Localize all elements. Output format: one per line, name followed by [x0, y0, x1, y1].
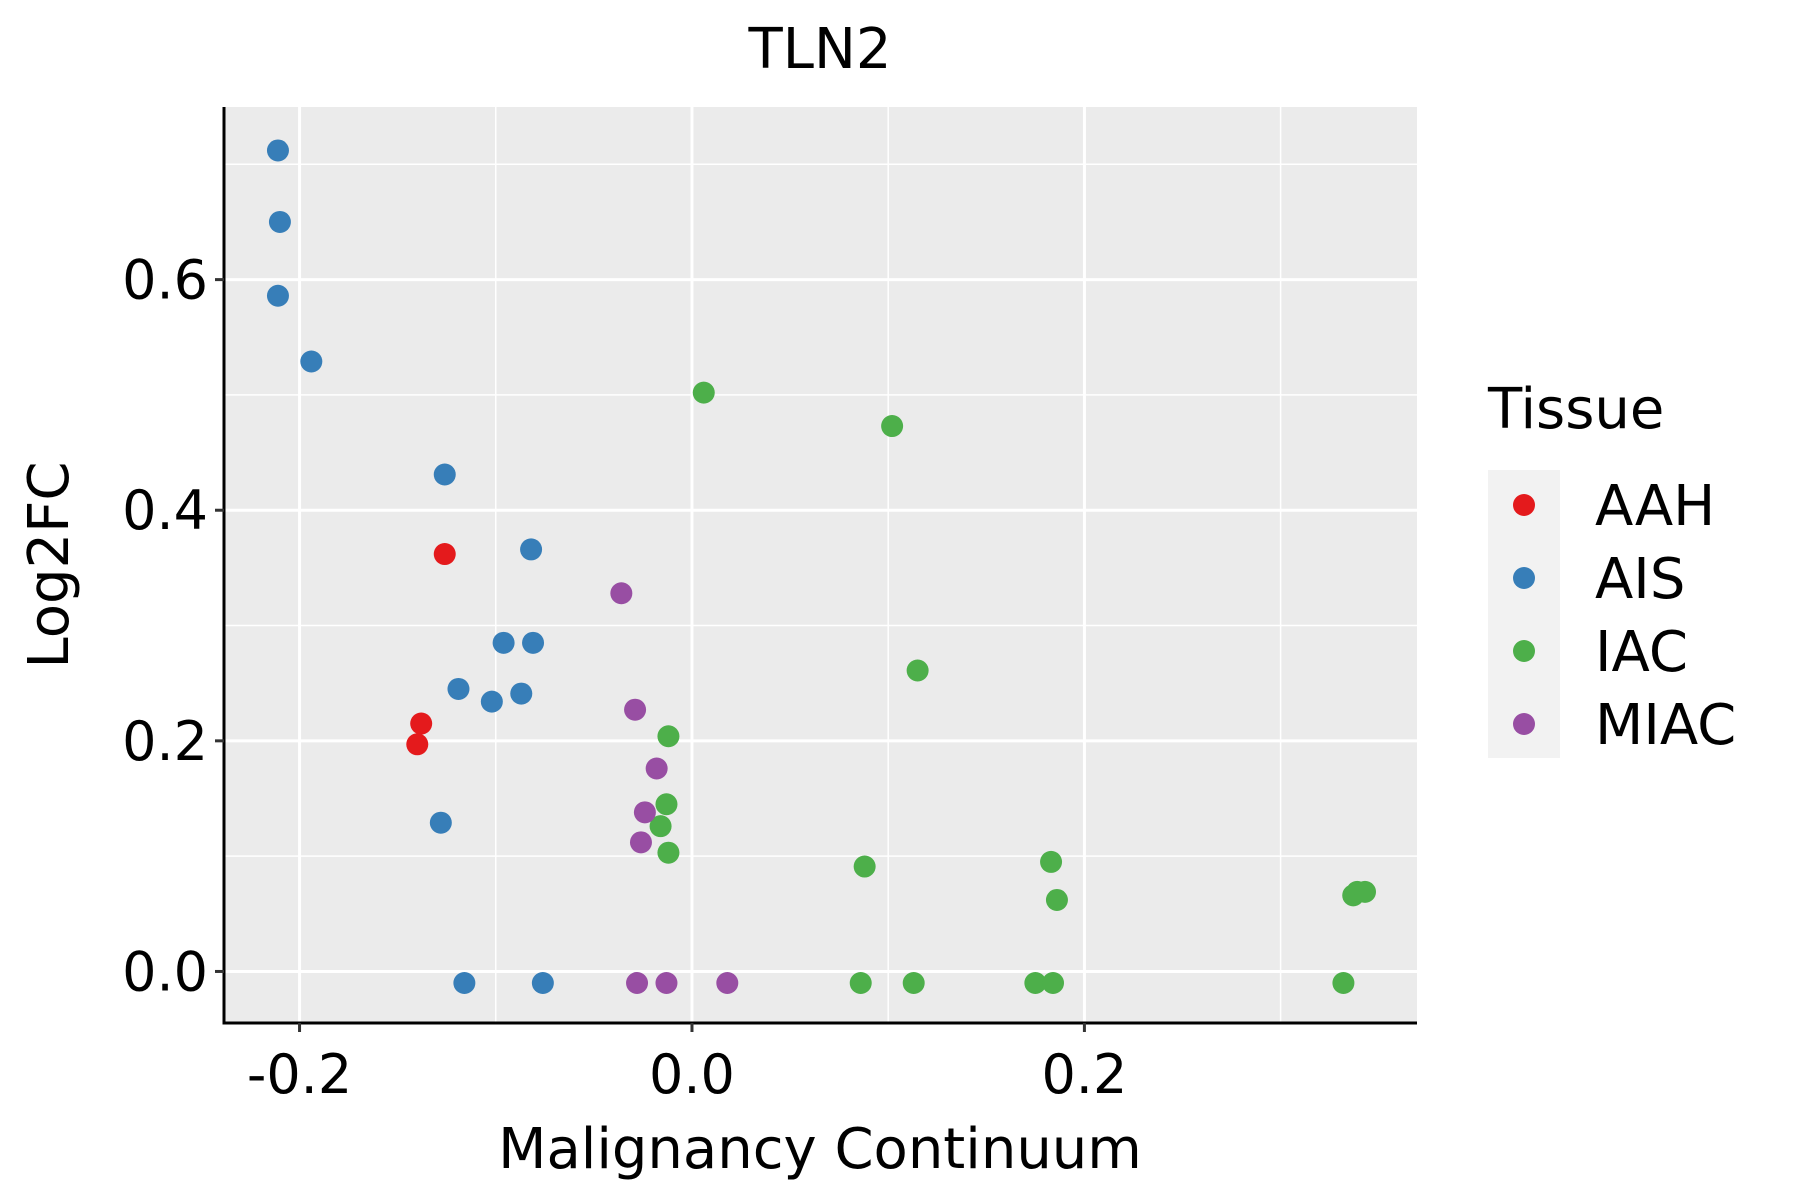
point-miac: [629, 831, 652, 854]
point-iac: [902, 971, 925, 994]
legend-key-aah: [1513, 494, 1535, 516]
point-iac: [849, 971, 872, 994]
legend-label-ais: AIS: [1595, 547, 1685, 612]
legend-label-iac: IAC: [1595, 620, 1688, 685]
point-iac: [657, 725, 680, 748]
point-miac: [716, 971, 739, 994]
point-iac: [657, 841, 680, 864]
x-tick-label: 0.0: [649, 1043, 735, 1106]
point-iac: [649, 815, 672, 838]
point-miac: [624, 698, 647, 721]
point-miac: [645, 757, 668, 780]
legend-key-miac: [1513, 713, 1535, 735]
point-ais: [300, 350, 323, 373]
x-tick-label: -0.2: [247, 1043, 352, 1106]
point-ais: [520, 538, 543, 561]
legend-label-miac: MIAC: [1595, 693, 1736, 758]
point-ais: [268, 210, 291, 233]
point-miac: [633, 801, 656, 824]
point-ais: [522, 631, 545, 654]
point-iac: [655, 793, 678, 816]
point-iac: [1024, 971, 1047, 994]
y-tick-label: 0.2: [122, 710, 208, 773]
x-tick-label: 0.2: [1041, 1043, 1127, 1106]
x-axis-title: Malignancy Continuum: [498, 1117, 1142, 1182]
point-iac: [853, 855, 876, 878]
point-ais: [531, 971, 554, 994]
chart-title: TLN2: [748, 17, 892, 82]
y-tick-label: 0.6: [122, 249, 208, 312]
plot-panel: [224, 107, 1417, 1023]
point-iac: [1045, 888, 1068, 911]
data-points: [266, 139, 1377, 994]
point-miac: [610, 582, 633, 605]
point-ais: [480, 690, 503, 713]
point-iac: [1042, 971, 1065, 994]
point-ais: [453, 971, 476, 994]
point-ais: [266, 139, 289, 162]
legend-key-background: [1488, 470, 1560, 758]
point-aah: [433, 543, 456, 566]
point-ais: [492, 631, 515, 654]
point-ais: [266, 284, 289, 307]
point-ais: [510, 682, 533, 705]
point-aah: [410, 712, 433, 735]
legend-label-aah: AAH: [1595, 474, 1715, 539]
legend-key-ais: [1513, 567, 1535, 589]
point-ais: [447, 677, 470, 700]
y-axis-title: Log2FC: [17, 462, 82, 669]
legend-key-iac: [1513, 640, 1535, 662]
point-iac: [1354, 880, 1377, 903]
point-iac: [692, 381, 715, 404]
axis-ticks: -0.2 0.0 0.2 0.0 0.2 0.4 0.6: [122, 249, 1127, 1106]
point-miac: [626, 971, 649, 994]
point-miac: [655, 971, 678, 994]
legend: AAH AIS IAC MIAC: [1513, 474, 1736, 758]
point-ais: [429, 811, 452, 834]
point-aah: [406, 733, 429, 756]
point-iac: [1332, 971, 1355, 994]
y-tick-label: 0.4: [122, 479, 208, 542]
point-iac: [1040, 850, 1063, 873]
y-tick-label: 0.0: [122, 940, 208, 1003]
legend-title: Tissue: [1487, 377, 1664, 442]
point-ais: [433, 463, 456, 486]
point-iac: [906, 659, 929, 682]
point-iac: [881, 415, 904, 438]
